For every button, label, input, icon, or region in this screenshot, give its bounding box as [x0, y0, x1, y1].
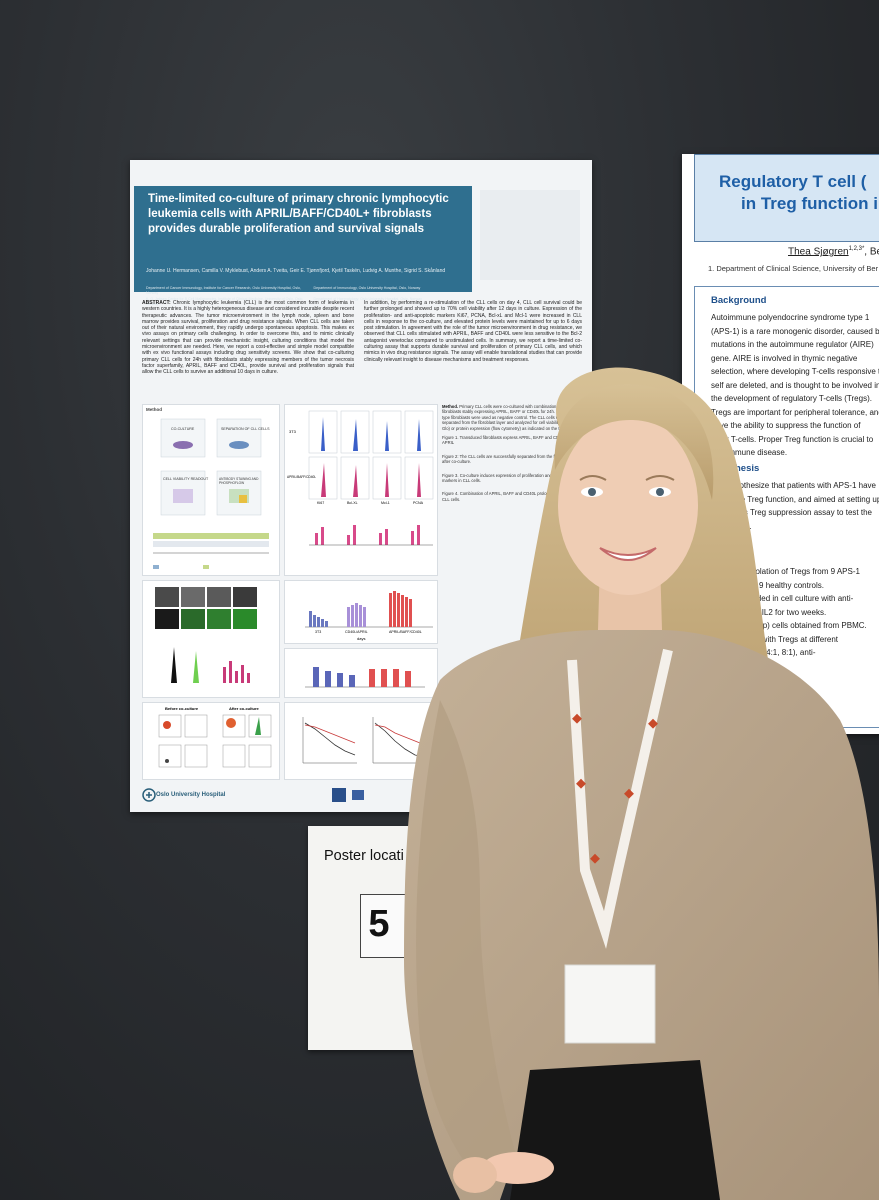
fig1-col-label: PCNA [413, 501, 423, 505]
figure-1-histograms [308, 410, 434, 546]
poster-footer: Oslo University Hospital [142, 784, 582, 808]
method-step-4: ANTIBODY STAINING AND PHOSPHOFLOW [219, 477, 259, 485]
figure-3-panel: 3T3 CD40L/APRIL APRIL/BAFF/CD40L days [284, 580, 438, 644]
method-step-3: CELL VIABILITY READOUT [163, 477, 209, 481]
figure-1-panel: 3T3 APRIL/BAFF/CD40L Ki67 Bcl-XL Mcl-1 P… [284, 404, 438, 576]
side-fig1: Figure 1. Transduced fibroblasts express… [442, 435, 579, 446]
abstract-label: ABSTRACT: [142, 300, 171, 306]
fig1-row-label: 3T3 [289, 429, 296, 434]
fig1-row-label: APRIL/BAFF/CD40L [287, 475, 317, 479]
abstract-text: Chronic lymphocytic leukemia (CLL) is th… [142, 300, 355, 376]
affiliation: K. G. Jebsen Centre for B Cell Malignanc… [146, 297, 304, 306]
figure-5-flow-plots [158, 714, 272, 768]
poster-authors: Johanne U. Hermansen, Camilla V. Myklebu… [146, 268, 446, 274]
fig5-header: Before co-culture [165, 706, 199, 711]
affiliation: Department of Cancer Immunology, Institu… [146, 286, 301, 295]
fig1-col-label: Ki67 [317, 501, 325, 505]
side-fig4: Figure 4. Combination of APRIL, BAFF and… [442, 491, 581, 502]
fig3-axis-label: days [357, 636, 366, 641]
poster2-title-line1: Regulatory T cell ( [719, 172, 867, 191]
figure-2-microscopy [155, 587, 257, 683]
side-fig3: Figure 3. Co-culture induces expression … [442, 472, 579, 484]
figure-2-panel [142, 580, 280, 698]
sign-text: Poster locati [324, 848, 404, 864]
method-diagram [153, 418, 269, 569]
fig3-group-label: CD40L/APRIL [345, 630, 368, 634]
poster-title: Time-limited co-culture of primary chron… [148, 193, 449, 235]
method-panel: Method CO-CULTURE SEPARATION OF CLL CELL… [142, 404, 280, 576]
poster-affiliations: Department of Cancer Immunology, Institu… [146, 286, 471, 306]
poster2-content-box: Background Autoimmune polyendocrine synd… [694, 286, 879, 728]
poster-number: 5 [368, 903, 390, 945]
fig3-group-label: 3T3 [315, 630, 322, 634]
figure-4-panel [284, 648, 438, 698]
research-poster: Time-limited co-culture of primary chron… [130, 160, 592, 812]
hypothesis-heading: hesis [735, 463, 760, 474]
dark-pants [510, 1060, 720, 1200]
poster-abstract-continued: In addition, by performing a re-stimulat… [364, 300, 582, 363]
affiliation: Department of Haematology, Oslo Universi… [313, 297, 422, 301]
fig3-group-label: APRIL/BAFF/CD40L [389, 630, 422, 634]
affiliation: Department of Immunology, Oslo Universit… [313, 286, 421, 290]
method-step-2: SEPARATION OF CLL CELLS [221, 427, 270, 431]
scrunchie [482, 1152, 554, 1184]
method-step-1: CO-CULTURE [171, 427, 195, 431]
name-badge [564, 964, 656, 1044]
figure-5-panel: Before co-culture After co-culture [142, 702, 280, 780]
method-label: Method [146, 407, 162, 412]
figure-3-bar-chart [305, 591, 433, 628]
fig1-col-label: Bcl-XL [347, 501, 358, 505]
poster2-title-line2: in Treg function in [741, 194, 879, 213]
poster2-affiliation: 1. Department of Clinical Science, Unive… [708, 264, 879, 273]
background-text: Autoimmune polyendocrine syndrome type 1… [711, 313, 879, 457]
figure-4-bar-chart [305, 667, 425, 688]
figure-6-panel [284, 702, 438, 780]
hospital-logo-icon [142, 788, 156, 802]
poster-figure-legends: Method. Primary CLL cells were co-cultur… [442, 404, 582, 502]
background-heading: Background [711, 295, 767, 306]
side-fig2: Figure 2: The CLL cells are successfully… [442, 453, 573, 465]
poster-abstract: ABSTRACT: Chronic lymphocytic leukemia (… [142, 300, 354, 376]
institution-logos-icon [332, 788, 364, 802]
poster-corner-graphic [480, 190, 580, 280]
face [558, 415, 698, 595]
side-method: Method. Primary CLL cells were co-cultur… [442, 404, 582, 431]
poster2-author: Thea Sjøgren1,2,3*, Bergithe [788, 246, 879, 258]
lanyard [567, 648, 673, 949]
fig5-header: After co-culture [229, 706, 259, 711]
poster2-title-banner: Regulatory T cell ( in Treg function in [694, 154, 879, 242]
fig1-col-label: Mcl-1 [381, 501, 390, 505]
poster-title-banner: Time-limited co-culture of primary chron… [134, 186, 472, 306]
sweater [404, 630, 879, 1200]
hospital-logo-text: Oslo University Hospital [156, 792, 226, 798]
